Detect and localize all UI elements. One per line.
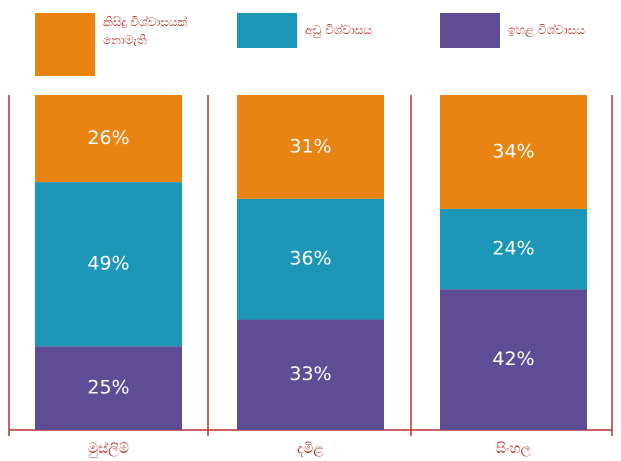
legend-label: කිසිදු විශ්වාසයක් නොමැති xyxy=(103,15,188,47)
bar-segment xyxy=(35,182,182,347)
bar-segment xyxy=(35,95,182,183)
legend-label: ඉහළ විශ්වාසය xyxy=(508,23,585,37)
x-tick-label: දමිළ xyxy=(297,441,324,457)
x-tick-label: මුස්ලිම් xyxy=(88,441,129,458)
legend-swatch xyxy=(35,13,95,76)
legend-label: අඩු විශ්වාසය xyxy=(305,23,373,37)
data-label: 36% xyxy=(289,248,331,270)
data-label: 42% xyxy=(492,348,534,370)
bar-segment xyxy=(237,95,384,199)
bar-segment xyxy=(440,208,587,290)
data-label: 26% xyxy=(87,127,129,149)
data-label: 25% xyxy=(87,377,129,399)
legend-swatch xyxy=(440,13,500,48)
data-label: 31% xyxy=(289,135,331,157)
bar-segment xyxy=(440,289,587,430)
legend-swatch xyxy=(237,13,297,48)
data-label: 49% xyxy=(87,253,129,275)
x-tick-label: සිංහල xyxy=(496,441,532,457)
bar-segment xyxy=(35,346,182,430)
data-label: 24% xyxy=(492,238,534,260)
bar-segment xyxy=(237,198,384,320)
bar-segment xyxy=(440,95,587,209)
bar-segment xyxy=(237,319,384,430)
data-label: 33% xyxy=(289,363,331,385)
data-label: 34% xyxy=(492,140,534,162)
